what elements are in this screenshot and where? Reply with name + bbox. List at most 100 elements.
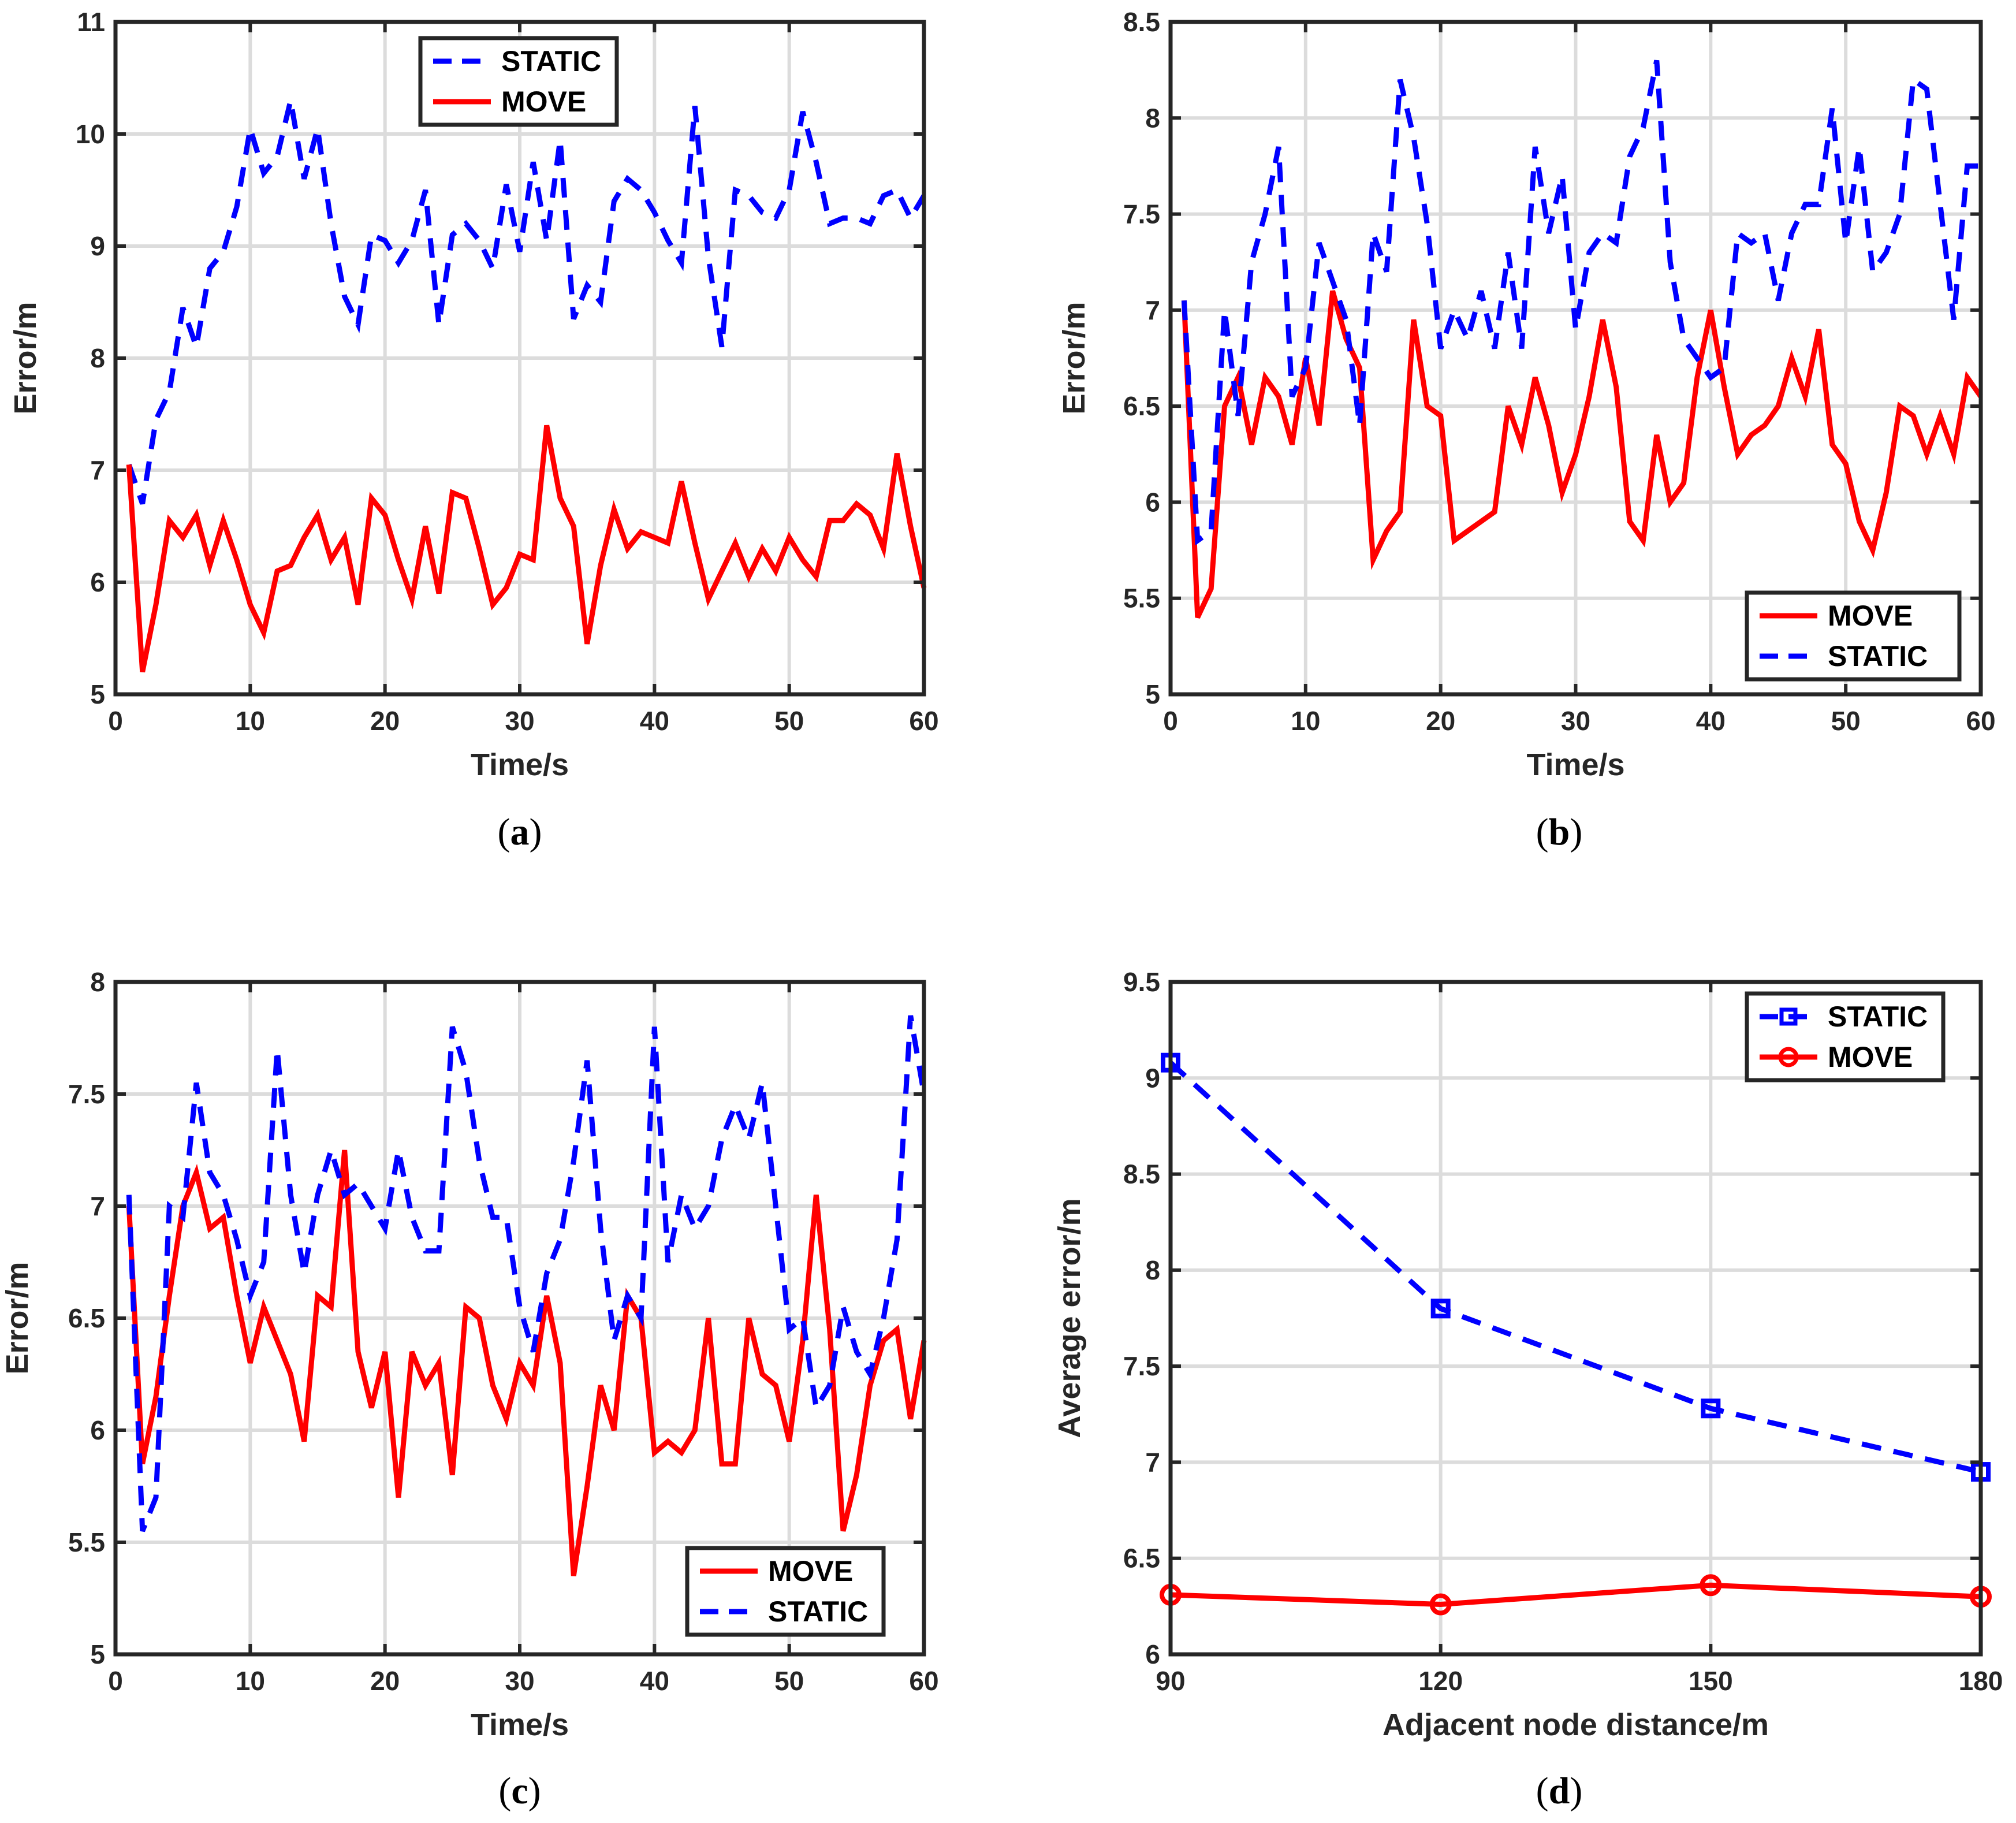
y-tick-label: 6	[90, 1415, 105, 1445]
legend-label-static: STATIC	[1828, 1000, 1928, 1033]
legend-box	[685, 1546, 886, 1637]
y-axis-label: Error/m	[8, 302, 43, 414]
y-tick-label: 6.5	[68, 1303, 105, 1333]
panel-caption: (d)	[1536, 1770, 1583, 1812]
series-line-static	[1168, 1061, 1982, 1475]
series-line-move	[126, 425, 927, 673]
x-tick-label: 0	[1163, 706, 1178, 736]
x-tick-label: 10	[236, 1666, 265, 1696]
y-tick-label: 8.5	[1123, 7, 1160, 37]
x-tick-label: 40	[640, 706, 669, 736]
legend: STATIC MOVE	[418, 36, 619, 127]
y-tick-label: 7	[90, 455, 105, 485]
x-tick-label: 0	[108, 706, 123, 736]
legend-label-move: MOVE	[1828, 600, 1913, 632]
caption-open-paren: (	[498, 811, 510, 853]
chart-panel-b: 0 10 20 30 40 50 60 5 5.5 6 6.5 7 7.5 8 8.5 Time/s Error…	[1057, 7, 1996, 853]
legend: MOVE STATIC	[1745, 590, 1962, 682]
x-tick-label: 150	[1689, 1666, 1733, 1696]
y-tick-label: 8.5	[1123, 1159, 1160, 1189]
legend-label-move: MOVE	[1828, 1041, 1913, 1073]
x-tick-label: 30	[1561, 706, 1590, 736]
legend-marker	[1778, 1047, 1799, 1067]
caption-letter: b	[1549, 811, 1570, 853]
legend-label-move: MOVE	[501, 85, 586, 118]
y-tick-label: 9.5	[1123, 967, 1160, 997]
series-group	[1181, 59, 1983, 619]
y-tick-label: 6	[1145, 487, 1160, 517]
grid-lines	[1171, 982, 1981, 1654]
y-tick-label: 7.5	[1123, 199, 1160, 229]
y-tick-label: 6.5	[1123, 391, 1160, 421]
x-tick-label: 180	[1959, 1666, 2003, 1696]
legend-box	[1745, 991, 1946, 1082]
caption-open-paren: (	[498, 1770, 511, 1812]
y-tick-label: 8	[1145, 103, 1160, 133]
caption-close-paren: )	[530, 811, 542, 853]
series-group	[126, 1015, 927, 1576]
series-line-move	[1170, 1582, 1981, 1608]
caption-close-paren: )	[528, 1770, 541, 1812]
x-axis-label: Time/s	[471, 1707, 569, 1742]
x-axis-label: Adjacent node distance/m	[1382, 1707, 1769, 1742]
caption-letter: a	[510, 811, 530, 853]
chart-panel-c: 0 10 20 30 40 50 60 5 5.5 6 6.5 7 7.5 8 Time/s Error/m M…	[0, 967, 939, 1812]
x-tick-label: 40	[640, 1666, 669, 1696]
x-tick-label: 50	[774, 706, 804, 736]
data-point-move	[1429, 1593, 1452, 1616]
y-axis-label: Average error/m	[1052, 1198, 1087, 1438]
series-group	[126, 99, 927, 673]
series-line-static	[126, 1015, 927, 1532]
y-tick-label: 6	[1145, 1639, 1160, 1669]
x-tick-label: 50	[774, 1666, 804, 1696]
data-point-static	[1430, 1299, 1451, 1319]
y-tick-label: 7.5	[1123, 1351, 1160, 1381]
y-tick-label: 5.5	[68, 1527, 105, 1557]
x-tick-label: 30	[505, 1666, 534, 1696]
legend-box	[1745, 590, 1962, 682]
y-tick-label: 9	[90, 231, 105, 261]
panel-caption: (b)	[1536, 811, 1583, 853]
y-axis-label: Error/m	[0, 1262, 35, 1374]
series-line-static	[1181, 59, 1981, 546]
caption-close-paren: )	[1570, 1770, 1582, 1812]
y-tick-label: 10	[76, 119, 105, 149]
y-tick-label: 5	[90, 679, 105, 709]
y-tick-label: 7	[1145, 295, 1160, 325]
y-tick-label: 5	[90, 1639, 105, 1669]
x-tick-label: 10	[236, 706, 265, 736]
x-tick-label: 20	[1426, 706, 1455, 736]
legend-label-move: MOVE	[768, 1555, 853, 1587]
y-tick-label: 7	[1145, 1447, 1160, 1477]
x-tick-label: 90	[1156, 1666, 1185, 1696]
y-tick-label: 8	[90, 343, 105, 373]
series-group	[1160, 1052, 1992, 1616]
x-tick-label: 20	[370, 706, 400, 736]
y-tick-label: 7	[90, 1191, 105, 1221]
x-tick-label: 120	[1418, 1666, 1463, 1696]
legend: STATIC MOVE	[1745, 991, 1946, 1082]
caption-letter: d	[1549, 1770, 1570, 1812]
series-line-move	[1181, 290, 1983, 619]
x-tick-label: 10	[1291, 706, 1320, 736]
x-tick-label: 60	[1966, 706, 1995, 736]
legend-label-static: STATIC	[768, 1595, 868, 1628]
y-tick-label: 8	[90, 967, 105, 997]
chart-panel-d: 90 120 150 180 6 6.5 7 7.5 8 8.5 9 9.5 Adjacent node…	[1052, 967, 2003, 1812]
x-tick-label: 0	[108, 1666, 123, 1696]
series-line-move	[126, 1149, 927, 1576]
legend-marker	[1779, 1007, 1798, 1026]
y-tick-label: 9	[1145, 1063, 1160, 1093]
x-tick-label: 20	[370, 1666, 400, 1696]
x-tick-label: 40	[1696, 706, 1726, 736]
legend: MOVE STATIC	[685, 1546, 886, 1637]
legend-label-static: STATIC	[1828, 640, 1928, 672]
y-tick-label: 6	[90, 567, 105, 597]
y-tick-label: 11	[77, 7, 105, 37]
legend-label-static: STATIC	[501, 45, 601, 77]
data-point-static	[1701, 1398, 1721, 1419]
legend-box	[418, 36, 619, 127]
caption-letter: c	[511, 1770, 528, 1812]
